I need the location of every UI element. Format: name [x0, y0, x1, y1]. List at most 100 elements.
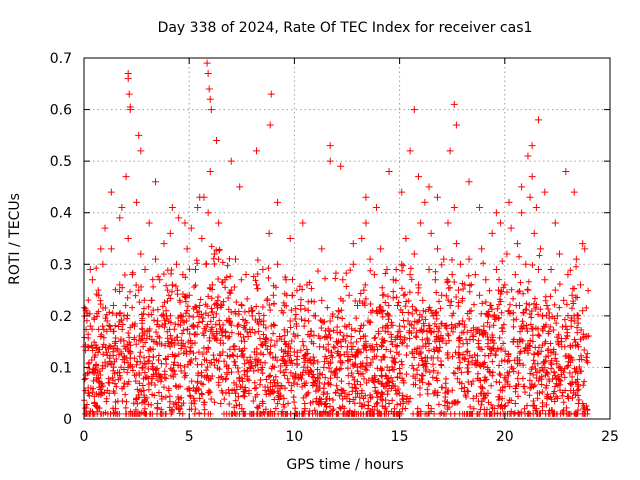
data-point [429, 312, 437, 320]
data-point [423, 327, 431, 335]
data-point [309, 353, 317, 361]
data-point [133, 394, 141, 402]
data-point [372, 204, 380, 212]
data-point [318, 296, 326, 304]
data-point [255, 327, 263, 335]
data-point [551, 219, 559, 227]
data-point [168, 204, 176, 212]
data-point [488, 229, 496, 237]
data-point [532, 405, 540, 413]
data-point [189, 322, 197, 330]
data-point [444, 219, 452, 227]
data-point [227, 286, 235, 294]
data-point [511, 271, 519, 279]
data-point [137, 147, 145, 155]
data-point [120, 312, 128, 320]
data-point [130, 322, 138, 330]
data-point [278, 307, 286, 315]
data-point [145, 219, 153, 227]
data-point [574, 343, 582, 351]
data-point [518, 183, 526, 191]
data-point [141, 265, 149, 273]
data-point [122, 173, 130, 181]
data-point [179, 271, 187, 279]
data-point [341, 322, 349, 330]
data-point [364, 405, 372, 413]
data-point [162, 307, 170, 315]
data-point [343, 394, 351, 402]
data-point [400, 379, 408, 387]
data-point [316, 384, 324, 392]
data-point [461, 281, 469, 289]
y-tick-label: 0.2 [50, 309, 72, 325]
y-tick-label: 0.5 [50, 154, 72, 170]
data-point [250, 348, 258, 356]
data-point [492, 265, 500, 273]
data-point [391, 358, 399, 366]
data-point [379, 291, 387, 299]
data-point [518, 209, 526, 217]
data-point [133, 198, 141, 206]
data-point [551, 286, 559, 294]
data-point [139, 363, 147, 371]
data-point [503, 250, 511, 258]
data-point [259, 400, 267, 408]
data-point [282, 276, 290, 284]
data-point [541, 188, 549, 196]
data-point [343, 348, 351, 356]
data-point [187, 224, 195, 232]
data-point [452, 240, 460, 248]
data-point [476, 204, 484, 212]
data-point [524, 286, 532, 294]
data-point [457, 260, 465, 268]
data-point [574, 400, 582, 408]
data-point [465, 255, 473, 263]
data-point [387, 338, 395, 346]
data-point [126, 106, 134, 114]
data-point [261, 338, 269, 346]
data-point [562, 167, 570, 175]
data-point [286, 235, 294, 242]
data-point [484, 389, 492, 397]
data-point [101, 224, 109, 232]
data-point [253, 147, 261, 155]
data-point [393, 302, 401, 310]
data-point [88, 276, 96, 284]
data-point [105, 379, 113, 387]
data-point [311, 312, 319, 320]
data-point [322, 400, 330, 408]
data-point [526, 384, 534, 392]
data-point [181, 219, 189, 227]
data-point [442, 322, 450, 330]
data-point [236, 183, 244, 191]
data-point [124, 235, 132, 242]
axis-ticks [83, 57, 611, 420]
data-point [215, 219, 223, 227]
chart-title: Day 338 of 2024, Rate Of TEC Index for r… [158, 20, 533, 36]
data-point [581, 245, 589, 253]
data-point [490, 312, 498, 320]
data-point [196, 302, 204, 310]
data-point [109, 302, 117, 310]
data-point [385, 167, 393, 175]
data-point [299, 219, 307, 227]
data-point [406, 147, 414, 155]
data-point [107, 188, 115, 196]
data-point [231, 389, 239, 397]
data-point [537, 245, 545, 253]
data-point [314, 374, 322, 382]
data-point [484, 343, 492, 351]
data-point [259, 265, 267, 273]
x-tick-label: 5 [185, 429, 194, 445]
data-point [507, 224, 515, 232]
data-point [570, 188, 578, 196]
data-point [242, 271, 250, 279]
data-point [196, 193, 204, 201]
data-point [427, 405, 435, 413]
data-point [202, 260, 210, 268]
data-point [234, 322, 242, 330]
data-point [545, 327, 553, 335]
data-point [290, 348, 298, 356]
data-point [177, 312, 185, 320]
